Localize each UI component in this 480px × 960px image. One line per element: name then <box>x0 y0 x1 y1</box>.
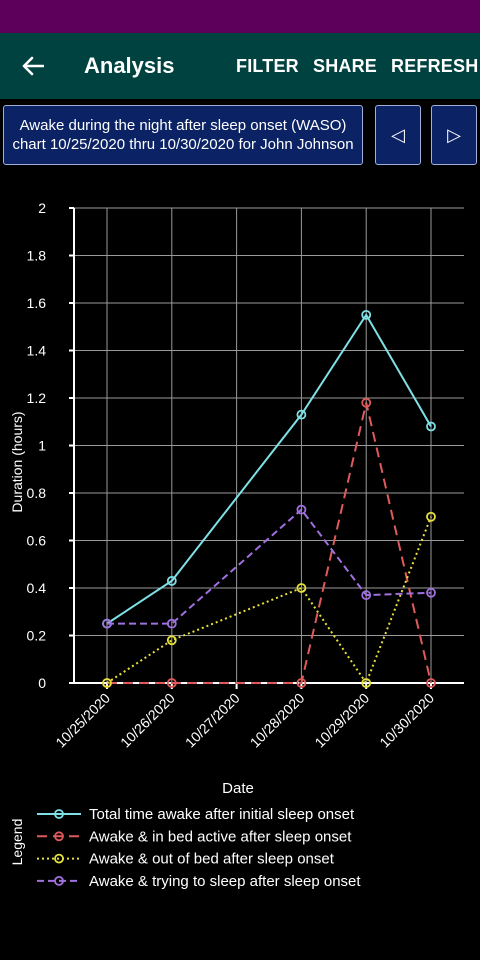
page-title: Analysis <box>84 53 175 78</box>
legend-item: Awake & out of bed after sleep onset <box>37 851 335 868</box>
legend-label: Awake & trying to sleep after sleep onse… <box>89 873 361 890</box>
legend-swatch-marker <box>54 876 64 886</box>
series-line <box>107 402 432 684</box>
y-tick-label: 1.6 <box>27 295 47 311</box>
legend-item: Awake & trying to sleep after sleep onse… <box>37 873 361 890</box>
chart-title: Awake during the night after sleep onset… <box>12 117 354 153</box>
data-point <box>296 583 307 593</box>
legend-swatch-marker <box>54 831 64 842</box>
data-point <box>361 678 372 688</box>
x-tick-label: 10/26/2020 <box>117 690 178 751</box>
data-point <box>102 618 112 629</box>
x-tick-label: 10/30/2020 <box>376 690 437 751</box>
data-point <box>361 590 372 601</box>
next-chart-button[interactable]: ▷ <box>431 105 477 165</box>
y-tick-label: 0.4 <box>27 580 47 596</box>
data-point <box>361 397 372 408</box>
series-line <box>107 508 432 625</box>
chart-legend: Legend Total time awake after initial sle… <box>9 806 361 890</box>
y-tick-labels: 0 0.2 0.4 0.6 0.8 1 1.2 1.4 1.6 1.8 2 <box>27 200 47 691</box>
data-point <box>166 635 177 646</box>
y-axis-label: Duration (hours) <box>9 411 25 512</box>
chart-series <box>102 309 436 688</box>
y-tick-label: 1.2 <box>27 390 47 406</box>
y-tick-label: 1.4 <box>27 343 47 359</box>
triangle-left-icon: ◁ <box>391 124 405 145</box>
data-point <box>166 678 177 688</box>
data-point <box>296 678 307 688</box>
chart-axes <box>69 207 464 689</box>
data-point <box>426 678 436 688</box>
x-tick-labels: 10/25/2020 10/26/2020 10/27/2020 10/28/2020… <box>52 690 437 751</box>
series-3 <box>102 511 436 688</box>
data-point <box>166 618 177 629</box>
series-1 <box>102 309 436 629</box>
data-point <box>296 504 307 515</box>
series-4 <box>102 504 436 629</box>
previous-chart-button[interactable]: ◁ <box>375 105 421 165</box>
app-bar: Analysis FILTER SHARE REFRESH <box>0 33 480 99</box>
x-tick-label: 10/28/2020 <box>247 690 308 751</box>
data-point <box>426 587 436 598</box>
chart-title-box: Awake during the night after sleep onset… <box>3 105 363 165</box>
y-tick-label: 0.2 <box>27 628 47 644</box>
y-tick-label: 1.8 <box>27 248 47 264</box>
legend-swatch-marker <box>54 809 64 819</box>
arrow-left-icon <box>22 56 44 76</box>
legend-label: Total time awake after initial sleep ons… <box>89 806 355 823</box>
series-2 <box>102 397 436 688</box>
x-tick-label: 10/29/2020 <box>311 690 372 751</box>
filter-button[interactable]: FILTER <box>236 56 299 76</box>
legend-swatch-marker <box>54 853 64 864</box>
x-tick-label: 10/27/2020 <box>182 690 243 751</box>
data-point <box>296 409 307 420</box>
share-button[interactable]: SHARE <box>313 56 378 76</box>
series-line <box>106 516 432 686</box>
y-tick-label: 1 <box>38 438 46 454</box>
x-tick-label: 10/25/2020 <box>52 690 113 751</box>
refresh-button[interactable]: REFRESH <box>391 56 479 76</box>
triangle-right-icon: ▷ <box>447 124 461 145</box>
data-point <box>361 309 372 320</box>
y-tick-label: 2 <box>38 200 46 216</box>
legend-item: Total time awake after initial sleep ons… <box>37 806 355 823</box>
x-axis-label: Date <box>222 780 254 797</box>
status-bar <box>0 0 480 33</box>
legend-label: Awake & in bed active after sleep onset <box>89 828 352 845</box>
back-button[interactable] <box>14 47 52 85</box>
y-tick-label: 0 <box>38 675 46 691</box>
series-line <box>106 312 432 625</box>
data-point <box>166 575 177 586</box>
waso-line-chart: 00.20.40.60.811.21.41.61.82 10/25/2020 10… <box>9 200 464 890</box>
y-tick-label: 0.6 <box>27 533 47 549</box>
chart-grid <box>74 207 464 684</box>
legend-title: Legend <box>9 819 25 866</box>
data-point <box>426 511 436 522</box>
legend-item: Awake & in bed active after sleep onset <box>37 828 352 845</box>
data-point <box>426 421 436 432</box>
legend-label: Awake & out of bed after sleep onset <box>89 851 335 868</box>
data-point <box>102 678 112 688</box>
y-tick-label: 0.8 <box>27 485 47 501</box>
